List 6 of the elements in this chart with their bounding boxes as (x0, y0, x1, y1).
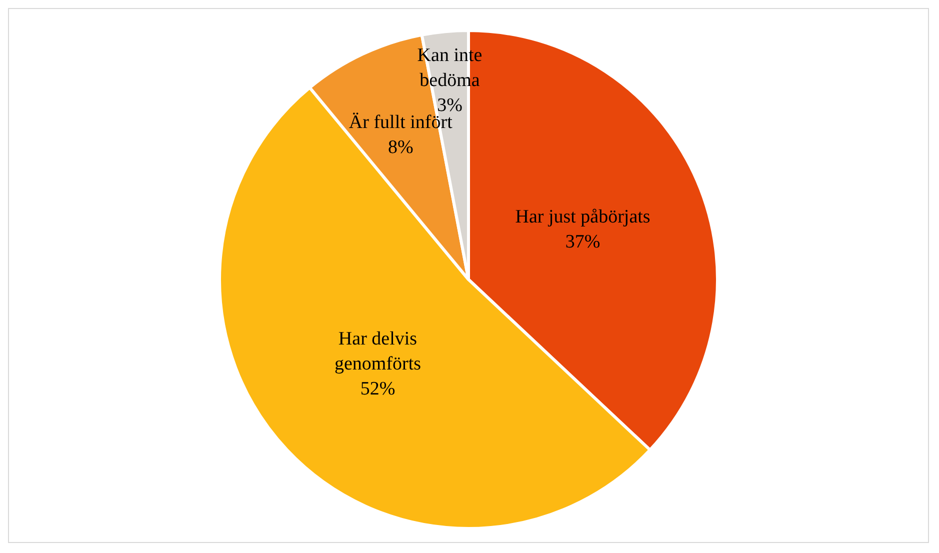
data-label: 8% (388, 136, 414, 158)
data-label: 37% (565, 232, 600, 253)
data-label: 3% (437, 95, 463, 116)
data-label: 52% (360, 378, 396, 400)
slice-label: Har just påbörjats (515, 206, 650, 228)
slice-label: Har delvis genomförts (334, 328, 422, 375)
